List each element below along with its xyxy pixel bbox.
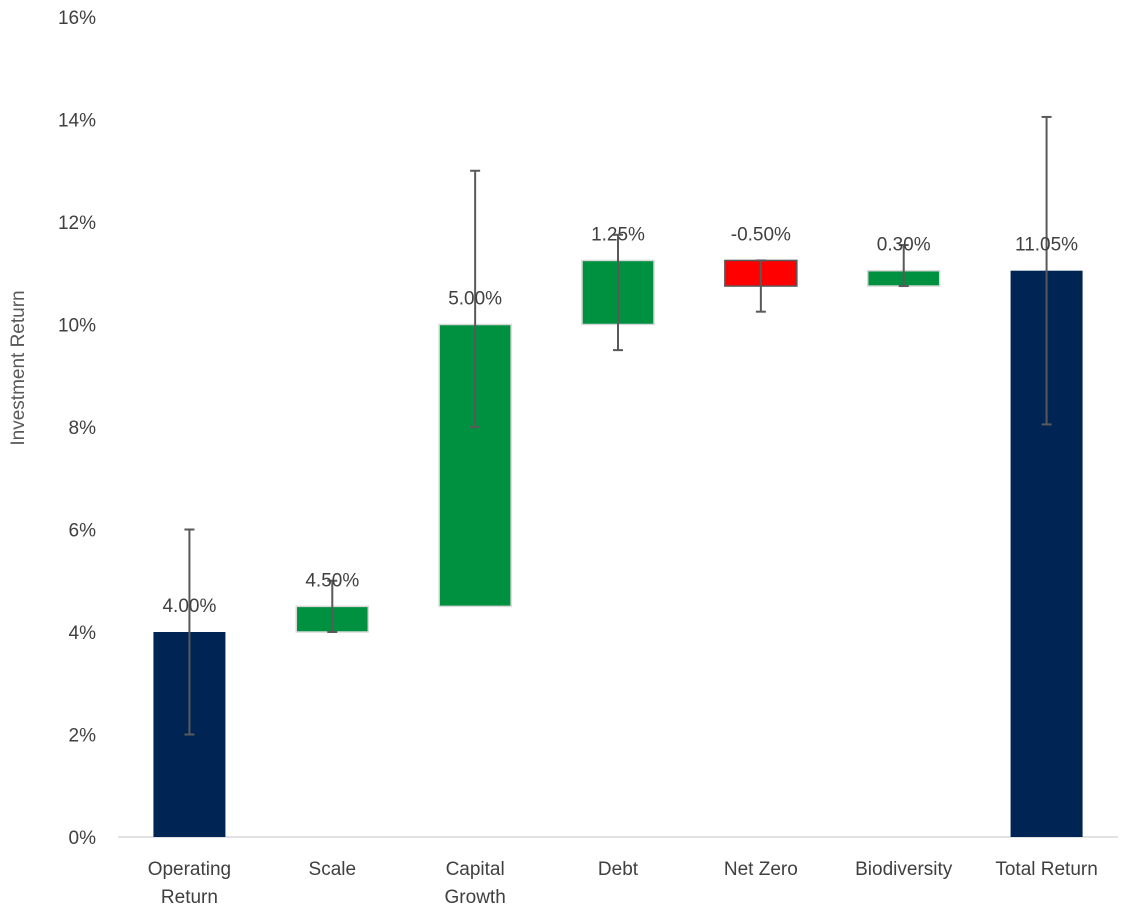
y-tick-label: 14% bbox=[58, 111, 96, 132]
y-tick-label: 10% bbox=[58, 316, 96, 337]
y-tick-label: 12% bbox=[58, 213, 96, 234]
y-tick-label: 6% bbox=[69, 521, 97, 542]
data-labels-group: 4.00% 4.50% 5.00% 1.25% -0.50% 0.30% 11.05% bbox=[162, 224, 1078, 617]
y-tick-label: 4% bbox=[69, 623, 97, 644]
category-label: Capital Growth bbox=[445, 859, 506, 907]
error-bars-group bbox=[184, 115, 1052, 736]
data-label: 4.00% bbox=[162, 596, 216, 617]
data-label: 11.05% bbox=[1015, 235, 1078, 256]
data-label: 5.00% bbox=[448, 289, 502, 310]
category-label: Operating Return bbox=[148, 859, 231, 907]
category-labels-group: Operating Return Scale Capital Growth Debt Net… bbox=[148, 859, 1098, 907]
category-label: Total Return bbox=[995, 859, 1097, 880]
y-axis-title: Investment Return bbox=[8, 290, 29, 445]
data-label: 4.50% bbox=[305, 570, 359, 591]
category-label: Scale bbox=[309, 859, 357, 880]
y-tick-label: 8% bbox=[69, 418, 97, 439]
data-label: -0.50% bbox=[731, 224, 791, 245]
data-label: 1.25% bbox=[591, 224, 645, 245]
category-label: Biodiversity bbox=[855, 859, 953, 880]
category-label: Net Zero bbox=[724, 859, 798, 880]
data-label: 0.30% bbox=[877, 235, 931, 256]
y-tick-label: 0% bbox=[69, 828, 97, 849]
y-tick-label: 2% bbox=[69, 726, 97, 747]
category-label: Debt bbox=[598, 859, 639, 880]
y-tick-label: 16% bbox=[58, 8, 96, 29]
y-axis-ticks: 0% 2% 4% 6% 8% 10% 12% 14% 16% bbox=[58, 8, 96, 849]
